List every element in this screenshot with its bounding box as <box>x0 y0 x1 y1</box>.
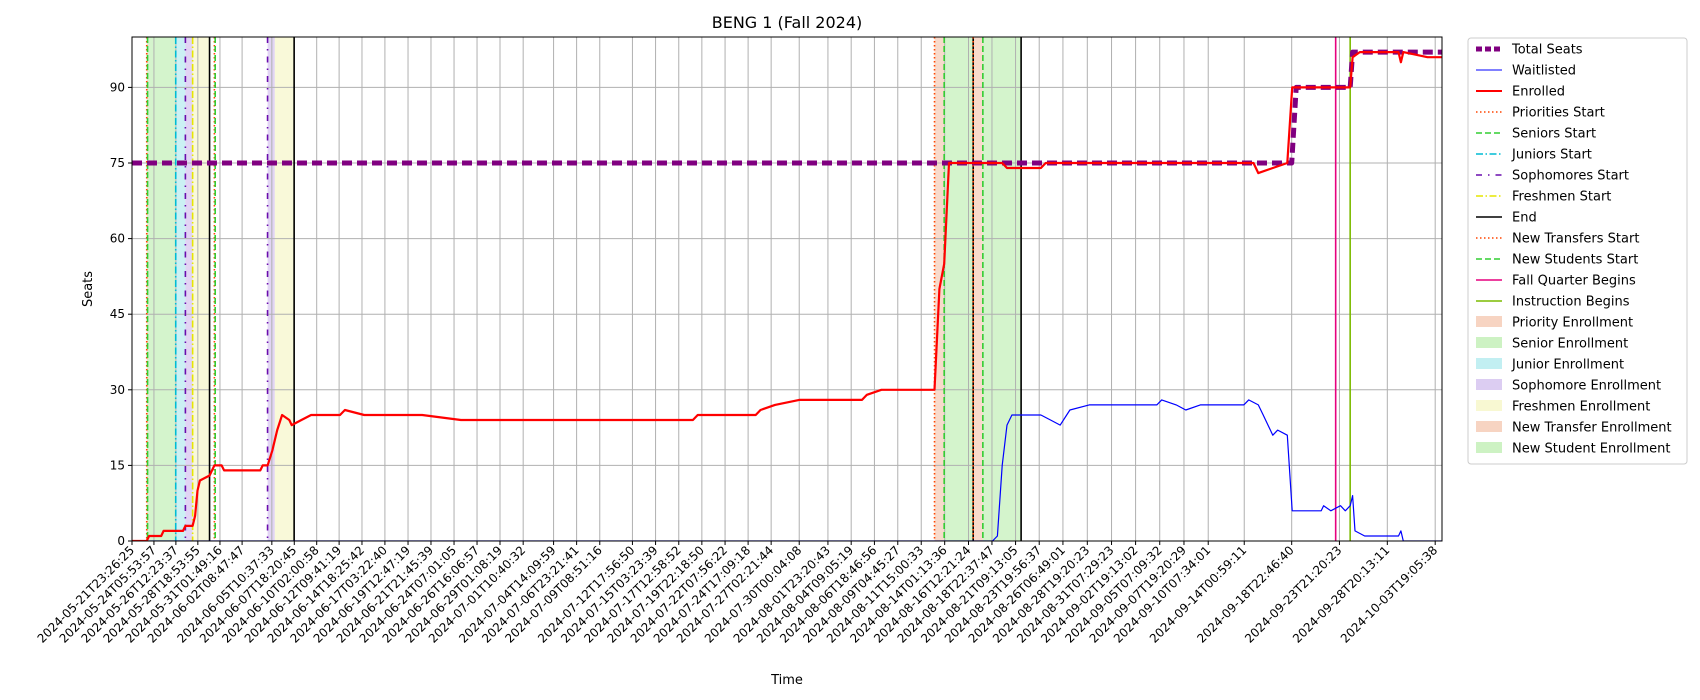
legend-label: Fall Quarter Begins <box>1512 274 1636 289</box>
legend-label: Enrolled <box>1512 85 1565 100</box>
y-tick-label: 30 <box>110 383 125 397</box>
grid-lines <box>131 37 1442 542</box>
legend-label: Freshmen Enrollment <box>1512 400 1650 415</box>
period-band <box>147 37 176 541</box>
y-tick-label: 90 <box>110 80 125 94</box>
legend: Total Seats Waitlisted Enrolled Priorities … <box>1467 37 1688 465</box>
y-axis-ticks: 0 15 30 45 60 75 90 <box>110 80 132 548</box>
event-markers <box>145 37 1351 541</box>
legend-label: Seniors Start <box>1512 127 1596 142</box>
y-tick-label: 60 <box>110 232 125 246</box>
series-total-seats <box>132 49 1442 166</box>
legend-label: Sophomores Start <box>1512 169 1629 184</box>
legend-label: Priorities Start <box>1512 106 1605 121</box>
period-band <box>185 37 193 541</box>
x-axis-label: Time <box>770 673 803 688</box>
legend-label: Senior Enrollment <box>1512 337 1628 352</box>
x-tick-label: 2024-09-18T22:46:40 <box>1194 543 1297 646</box>
legend-swatch <box>1476 316 1502 327</box>
series-enrolled <box>132 51 1442 541</box>
y-axis-label: Seats <box>81 271 96 307</box>
y-tick-label: 15 <box>110 458 125 472</box>
legend-label: Total Seats <box>1511 43 1583 58</box>
legend-label: New Transfer Enrollment <box>1512 421 1672 436</box>
period-band <box>982 37 1022 541</box>
legend-label: Instruction Begins <box>1512 295 1630 310</box>
legend-label: New Students Start <box>1512 253 1638 268</box>
y-tick-label: 75 <box>110 156 125 170</box>
legend-swatch <box>1476 358 1502 369</box>
period-band <box>175 37 186 541</box>
x-axis-ticks: 2024-05-21T23:26:252024-05-24T05:53:5720… <box>35 541 1441 646</box>
y-tick-label: 0 <box>117 534 125 548</box>
legend-swatch <box>1476 442 1502 453</box>
series-waitlisted <box>132 399 1442 541</box>
legend-swatch <box>1476 421 1502 432</box>
legend-label: New Transfers Start <box>1512 232 1639 247</box>
data-series <box>132 49 1442 541</box>
y-tick-label: 45 <box>110 307 125 321</box>
x-tick-label: 2024-10-03T19:05:38 <box>1338 543 1441 646</box>
period-band <box>267 37 275 541</box>
period-band <box>973 37 983 541</box>
legend-swatch <box>1476 337 1502 348</box>
legend-swatch <box>1476 379 1502 390</box>
legend-box <box>1467 37 1688 465</box>
x-tick-label: 2024-09-28T20:13:11 <box>1290 543 1393 646</box>
chart-title: BENG 1 (Fall 2024) <box>712 13 863 32</box>
legend-label: Waitlisted <box>1512 64 1576 79</box>
legend-label: Junior Enrollment <box>1511 358 1624 373</box>
plot-frame <box>131 36 1443 542</box>
legend-label: New Student Enrollment <box>1512 442 1670 457</box>
legend-label: Juniors Start <box>1511 148 1592 163</box>
legend-swatch <box>1476 400 1502 411</box>
legend-label: Priority Enrollment <box>1512 316 1633 331</box>
legend-label: Freshmen Start <box>1512 190 1611 205</box>
x-tick-label: 2024-09-23T21:20:23 <box>1242 543 1345 646</box>
legend-label: End <box>1512 211 1537 226</box>
legend-label: Sophomore Enrollment <box>1512 379 1661 394</box>
